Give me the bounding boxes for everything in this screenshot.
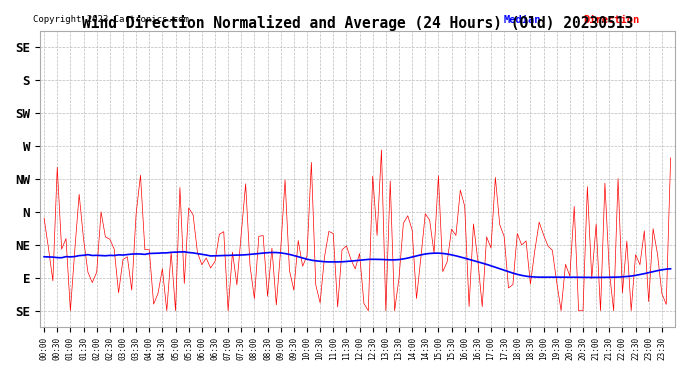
Text: Direction: Direction (583, 15, 639, 25)
Text: Copyright 2023 Cartronics.com: Copyright 2023 Cartronics.com (33, 15, 189, 24)
Text: Median: Median (504, 15, 541, 25)
Title: Wind Direction Normalized and Average (24 Hours) (Old) 20230513: Wind Direction Normalized and Average (2… (81, 15, 633, 31)
